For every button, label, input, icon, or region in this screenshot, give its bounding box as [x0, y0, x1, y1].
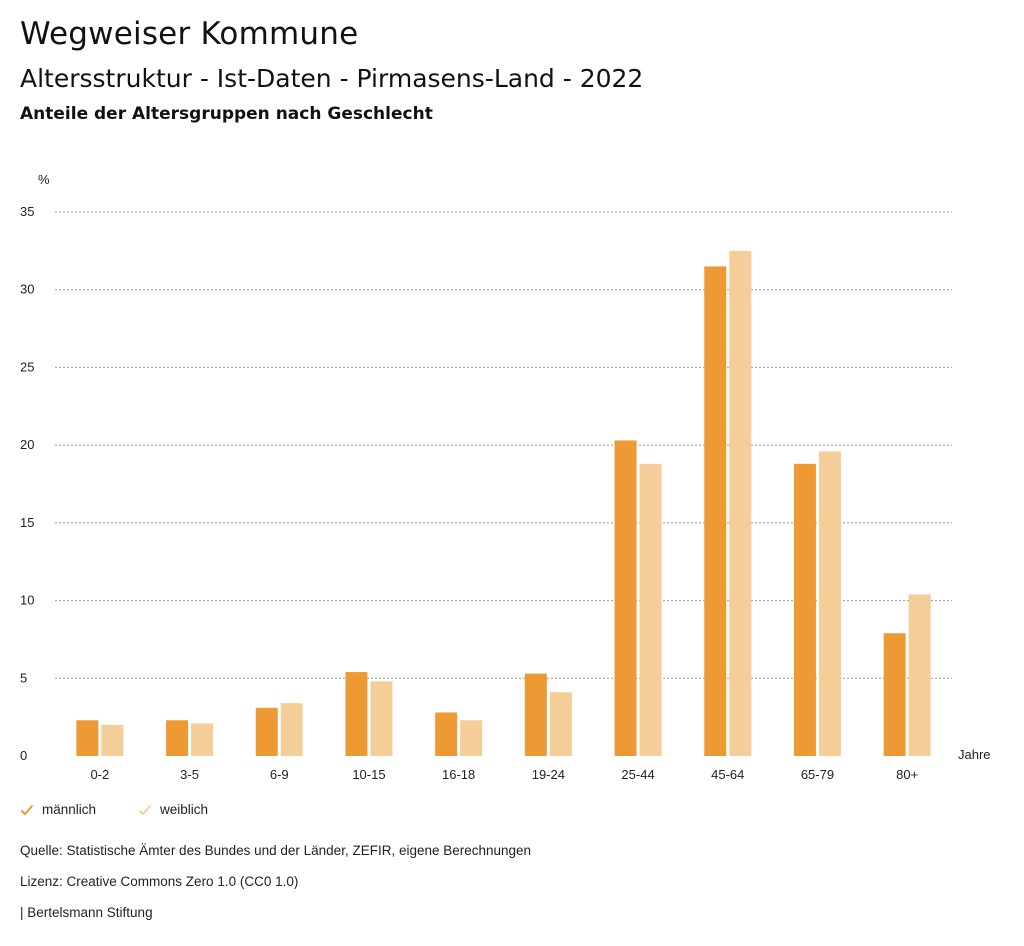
legend-label-maennlich: männlich — [42, 802, 97, 817]
bar-weiblich[interactable] — [908, 594, 931, 756]
x-tick-label: 25-44 — [621, 767, 654, 782]
bar-weiblich[interactable] — [729, 250, 752, 756]
bar-weiblich[interactable] — [101, 724, 124, 756]
y-tick-label: 15 — [20, 515, 34, 530]
checkmark-icon — [138, 804, 152, 816]
y-tick-label: 10 — [20, 593, 34, 608]
x-tick-label: 45-64 — [711, 767, 744, 782]
x-tick-label: 16-18 — [442, 767, 475, 782]
bar-weiblich[interactable] — [460, 720, 483, 756]
chart-description: Anteile der Altersgruppen nach Geschlech… — [20, 104, 433, 124]
bar-maennlich[interactable] — [435, 712, 458, 756]
y-tick-label: 20 — [20, 437, 34, 452]
bar-maennlich[interactable] — [704, 266, 727, 756]
bar-maennlich[interactable] — [76, 720, 99, 756]
x-tick-label: 0-2 — [90, 767, 109, 782]
page-title: Wegweiser Kommune — [20, 16, 359, 52]
bar-weiblich[interactable] — [639, 463, 662, 756]
bar-weiblich[interactable] — [191, 723, 214, 756]
source-note: Quelle: Statistische Ämter des Bundes un… — [20, 843, 532, 858]
x-tick-label: 3-5 — [180, 767, 199, 782]
x-tick-label: 6-9 — [270, 767, 289, 782]
y-tick-label: 35 — [20, 204, 34, 219]
bar-maennlich[interactable] — [793, 463, 816, 756]
y-tick-label: 25 — [20, 359, 34, 374]
x-tick-label: 65-79 — [801, 767, 834, 782]
bar-weiblich[interactable] — [549, 692, 572, 756]
checkmark-icon — [20, 804, 34, 816]
publisher-note: | Bertelsmann Stiftung — [20, 905, 153, 920]
bar-maennlich[interactable] — [883, 633, 906, 756]
chart-subtitle: Altersstruktur - Ist-Daten - Pirmasens-L… — [20, 64, 644, 93]
bar-maennlich[interactable] — [166, 720, 189, 756]
y-axis-unit-label: % — [38, 172, 50, 187]
bar-maennlich[interactable] — [255, 707, 278, 756]
legend-item-weiblich[interactable]: weiblich — [138, 802, 208, 817]
bar-maennlich[interactable] — [524, 673, 547, 756]
bar-maennlich[interactable] — [345, 672, 368, 756]
y-tick-label: 30 — [20, 282, 34, 297]
x-tick-label: 19-24 — [532, 767, 565, 782]
bar-chart: % Jahre 0 5 10 15 20 25 30 35 0-2 3-5 6-9 10-15 16-… — [20, 172, 991, 782]
legend-item-maennlich[interactable]: männlich — [20, 802, 96, 817]
license-note: Lizenz: Creative Commons Zero 1.0 (CC0 1… — [20, 874, 299, 889]
bar-maennlich[interactable] — [614, 440, 637, 756]
bar-weiblich[interactable] — [280, 703, 303, 756]
legend-label-weiblich: weiblich — [160, 802, 209, 817]
y-tick-label: 0 — [20, 748, 27, 763]
x-tick-label: 10-15 — [352, 767, 385, 782]
bar-weiblich[interactable] — [818, 451, 841, 756]
x-axis-unit-label: Jahre — [958, 747, 991, 762]
x-tick-label: 80+ — [896, 767, 918, 782]
y-tick-label: 5 — [20, 670, 27, 685]
bar-weiblich[interactable] — [370, 681, 393, 756]
